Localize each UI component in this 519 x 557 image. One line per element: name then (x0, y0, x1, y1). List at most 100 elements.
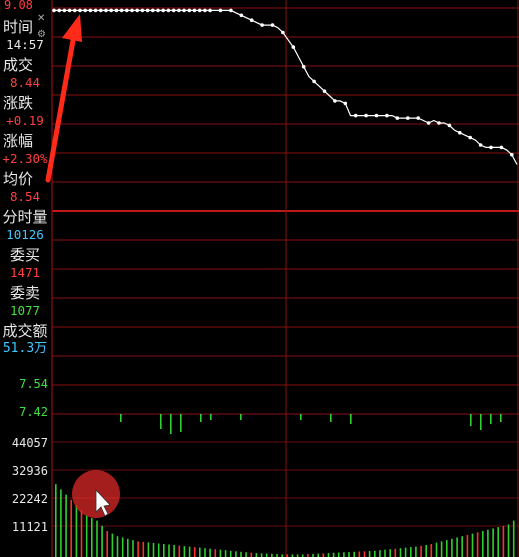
price-point (52, 8, 56, 13)
volume-bar (384, 549, 386, 557)
volume-bar (435, 542, 438, 557)
change-pct-value: +2.30% (2, 151, 48, 166)
price-point (73, 8, 77, 13)
bid-label: 委买 (9, 246, 40, 264)
volume-bar (91, 518, 93, 557)
volume-bar-top (210, 414, 212, 420)
price-point (385, 113, 389, 118)
price-point (135, 8, 139, 13)
gear-icon[interactable]: ⚙ (37, 29, 46, 40)
volume-bar-top (180, 414, 182, 432)
volume-bar-top (240, 414, 242, 420)
volume-bar (60, 489, 62, 557)
volume-bar (497, 527, 499, 557)
volume-bar-top (490, 414, 492, 424)
info-panel: 时间 14:57 成交 8.44 涨跌 +0.19 涨幅 +2.30% 均价 8… (0, 10, 50, 356)
volume-bar (343, 552, 345, 557)
price-point (374, 113, 379, 118)
volume-bar (157, 543, 160, 557)
volume-bar (430, 544, 433, 557)
volume-bar (96, 520, 98, 557)
volume-bar (322, 553, 325, 557)
ask-value: 1077 (9, 303, 41, 318)
price-point (239, 13, 244, 18)
top-price-label: 9.08 (4, 0, 33, 12)
price-point (192, 8, 197, 13)
volume-bar (214, 549, 217, 557)
price-point (156, 8, 160, 13)
volume-bar (111, 533, 114, 557)
volume-bar (265, 553, 268, 557)
volume-bar (291, 554, 294, 557)
volume-bar (173, 545, 175, 557)
volume-bar-top (350, 414, 352, 424)
volume-bar (307, 554, 309, 557)
volume-bar (271, 553, 273, 557)
price-point (499, 145, 504, 150)
time-label: 时间 (3, 18, 34, 36)
volume-bar (461, 536, 463, 557)
volume-bar (75, 505, 78, 557)
volume-bar-top (160, 414, 162, 429)
volume-bar (332, 552, 335, 557)
volume-bar (404, 547, 407, 557)
volume-bar (178, 545, 181, 557)
volume-bar (188, 546, 191, 557)
volume-bar (374, 550, 376, 557)
volume-bar (137, 541, 139, 557)
volume-bar (487, 529, 489, 557)
volume-bar (199, 547, 201, 557)
price-point (109, 8, 113, 13)
volume-tick-22242: 22242 (11, 492, 48, 506)
price-tick-742: 7.42 (19, 405, 48, 419)
volume-bar (512, 520, 515, 557)
volume-bar-top (500, 414, 502, 422)
volume-bar (255, 553, 258, 557)
volume-bar (70, 499, 72, 557)
volume-tick-44057: 44057 (11, 436, 48, 450)
volume-bar (152, 543, 155, 557)
minute-volume-value: 10126 (6, 227, 44, 242)
price-point (447, 123, 452, 128)
time-value: 14:57 (6, 37, 44, 52)
volume-bar (80, 510, 83, 557)
volume-bar (317, 553, 319, 557)
volume-bar (327, 553, 330, 557)
volume-bar (250, 552, 253, 557)
volume-bar-top (480, 414, 482, 430)
price-point (145, 8, 150, 13)
price-point (260, 23, 264, 27)
volume-bar (399, 548, 402, 557)
price-point (281, 30, 285, 35)
volume-bar (142, 541, 145, 557)
volume-bar (451, 538, 453, 557)
volume-bar (101, 525, 103, 557)
price-point (426, 121, 431, 125)
volume-bar-top (200, 414, 202, 422)
volume-bar (440, 541, 443, 557)
change-value: +0.19 (6, 113, 44, 128)
price-point (104, 8, 108, 13)
close-icon[interactable]: ✕ (37, 13, 46, 24)
volume-bar (219, 549, 222, 557)
volume-bar (476, 532, 479, 557)
volume-bars (55, 414, 515, 557)
price-point (291, 45, 296, 49)
volume-bar (224, 550, 227, 557)
ask-label: 委卖 (9, 284, 40, 302)
price-point (353, 113, 358, 118)
volume-bar (65, 494, 67, 557)
price-point (322, 89, 327, 93)
price-point (83, 8, 87, 13)
price-point (130, 8, 134, 13)
volume-bar (235, 551, 237, 557)
volume-bar (379, 550, 381, 557)
volume-bar-top (330, 414, 332, 422)
volume-bar (502, 525, 505, 557)
volume-bar (420, 545, 422, 557)
volume-bar (85, 515, 88, 557)
volume-bar (312, 553, 314, 557)
volume-bar (204, 548, 206, 557)
